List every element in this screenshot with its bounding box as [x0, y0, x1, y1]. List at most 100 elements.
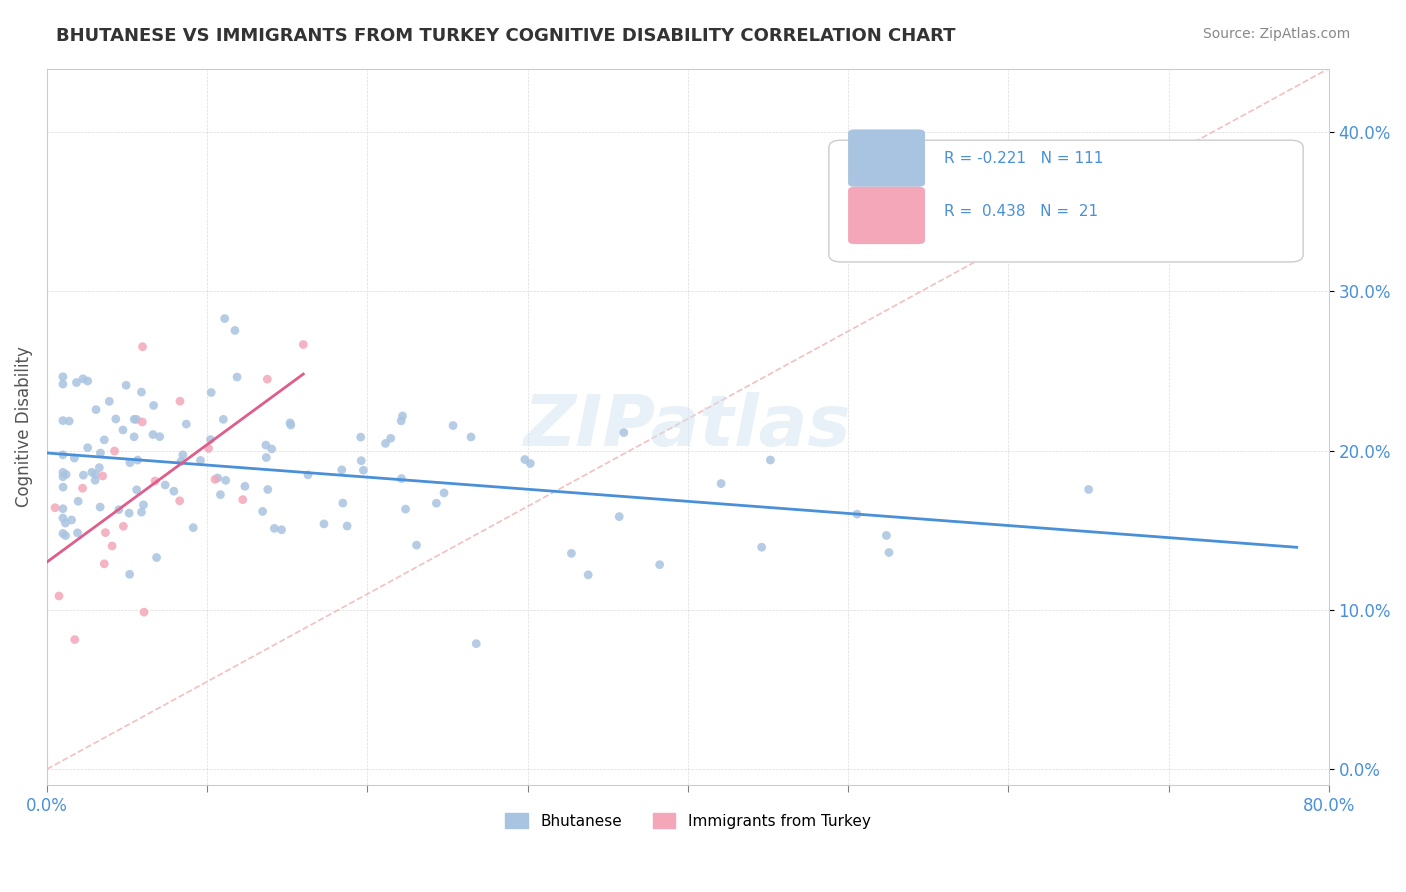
Point	[131, 415, 153, 429]
Point	[875, 528, 897, 542]
Point	[350, 430, 373, 444]
Point	[330, 463, 353, 477]
Point	[209, 488, 232, 502]
Point	[224, 323, 246, 337]
FancyBboxPatch shape	[848, 129, 925, 186]
Point	[66, 525, 89, 540]
Point	[91, 469, 114, 483]
Point	[350, 453, 373, 467]
Point	[103, 444, 125, 458]
Point	[72, 468, 94, 483]
Point	[52, 448, 75, 462]
Point	[55, 528, 77, 542]
Point	[98, 394, 121, 409]
Point	[433, 486, 456, 500]
Point	[176, 417, 198, 431]
Point	[89, 500, 111, 514]
Point	[460, 430, 482, 444]
Point	[72, 372, 94, 386]
Point	[877, 545, 900, 559]
Point	[52, 469, 75, 483]
Point	[280, 417, 302, 432]
Point	[256, 483, 278, 497]
Point	[101, 539, 124, 553]
Point	[254, 438, 277, 452]
Point	[233, 479, 256, 493]
Point	[118, 567, 141, 582]
Point	[52, 526, 75, 541]
Point	[391, 409, 413, 423]
Point	[93, 433, 115, 447]
Text: BHUTANESE VS IMMIGRANTS FROM TURKEY COGNITIVE DISABILITY CORRELATION CHART: BHUTANESE VS IMMIGRANTS FROM TURKEY COGN…	[56, 27, 956, 45]
Point	[214, 311, 236, 326]
Point	[52, 480, 75, 494]
Point	[200, 385, 222, 400]
Point	[170, 454, 193, 468]
Point	[391, 472, 413, 486]
Point	[380, 431, 402, 445]
Point	[389, 414, 412, 428]
Point	[111, 423, 134, 437]
Point	[94, 525, 117, 540]
Point	[132, 605, 155, 619]
Point	[252, 504, 274, 518]
Point	[131, 340, 153, 354]
Point	[142, 427, 165, 442]
Point	[751, 540, 773, 554]
Point	[127, 453, 149, 467]
Point	[613, 425, 636, 440]
Point	[142, 399, 165, 413]
Point	[65, 376, 87, 390]
Point	[181, 521, 204, 535]
Point	[112, 519, 135, 533]
FancyBboxPatch shape	[830, 140, 1303, 262]
Point	[55, 467, 77, 482]
Point	[260, 442, 283, 456]
Point	[394, 502, 416, 516]
Point	[52, 511, 75, 525]
Point	[143, 474, 166, 488]
Point	[118, 456, 141, 470]
Point	[125, 483, 148, 497]
Point	[76, 441, 98, 455]
Point	[153, 478, 176, 492]
Point	[52, 465, 75, 479]
Point	[190, 453, 212, 467]
Point	[336, 519, 359, 533]
Point	[576, 567, 599, 582]
Point	[759, 453, 782, 467]
Point	[52, 414, 75, 428]
Point	[607, 509, 630, 524]
Point	[122, 412, 145, 426]
Legend: Bhutanese, Immigrants from Turkey: Bhutanese, Immigrants from Turkey	[499, 806, 877, 835]
Point	[76, 374, 98, 388]
Point	[270, 523, 292, 537]
Point	[212, 412, 235, 426]
Point	[63, 632, 86, 647]
Point	[263, 521, 285, 535]
Point	[84, 473, 107, 487]
Point	[89, 460, 111, 475]
Y-axis label: Cognitive Disability: Cognitive Disability	[15, 346, 32, 508]
Point	[125, 412, 148, 426]
Point	[846, 507, 869, 521]
Point	[84, 467, 107, 482]
Point	[89, 446, 111, 460]
Point	[48, 589, 70, 603]
Point	[122, 430, 145, 444]
Point	[52, 369, 75, 384]
Point	[80, 466, 103, 480]
Point	[58, 414, 80, 428]
Point	[297, 467, 319, 482]
Point	[352, 463, 374, 477]
Point	[197, 442, 219, 456]
Point	[84, 402, 107, 417]
Point	[169, 394, 191, 409]
Point	[72, 481, 94, 495]
Point	[52, 377, 75, 392]
Text: Source: ZipAtlas.com: Source: ZipAtlas.com	[1202, 27, 1350, 41]
Point	[560, 546, 582, 560]
Point	[648, 558, 671, 572]
Point	[200, 433, 222, 447]
Point	[441, 418, 464, 433]
